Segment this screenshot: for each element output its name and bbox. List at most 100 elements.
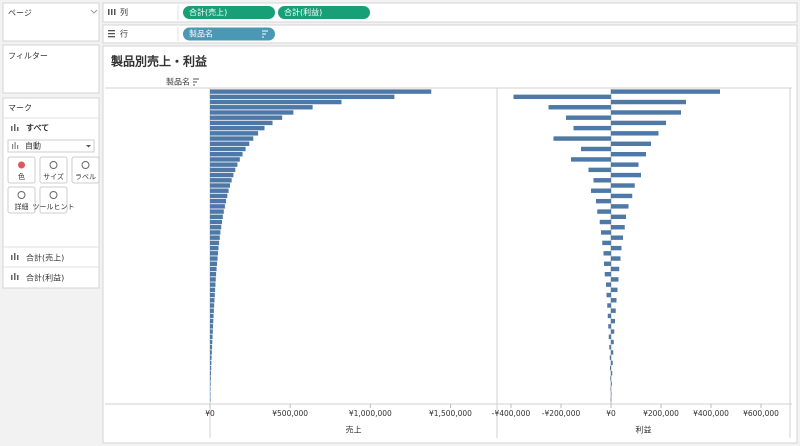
bar	[611, 256, 621, 261]
bar	[611, 371, 613, 376]
bar	[210, 391, 211, 397]
bar	[210, 277, 216, 282]
bar	[611, 308, 616, 313]
bar	[210, 371, 212, 376]
rows-label: 行	[120, 29, 128, 39]
bar	[610, 365, 611, 371]
bar	[611, 183, 635, 188]
bar	[611, 329, 615, 334]
mark-button-label: ラベル	[75, 173, 96, 181]
bar	[210, 339, 213, 345]
bar	[606, 292, 611, 298]
filters-title: フィルター	[8, 52, 48, 61]
bar	[210, 282, 216, 287]
bar	[599, 219, 611, 225]
bar	[553, 136, 611, 141]
bar	[611, 152, 646, 157]
bar	[210, 225, 222, 230]
bar	[611, 235, 623, 240]
bar	[210, 298, 215, 303]
bar	[609, 345, 611, 350]
bar	[602, 240, 611, 246]
x-axis-title: 売上	[346, 425, 362, 435]
bar	[210, 141, 250, 146]
bar	[210, 183, 231, 188]
columns-shelf	[102, 2, 798, 23]
mark-button[interactable]	[39, 156, 68, 184]
bar	[210, 172, 234, 178]
bar	[607, 303, 611, 308]
bar	[210, 381, 211, 386]
bar	[210, 99, 342, 105]
x-tick-label: ¥600,000	[743, 409, 779, 418]
bar	[210, 350, 212, 355]
bar	[596, 198, 611, 204]
bar	[210, 308, 214, 313]
bar	[611, 391, 612, 397]
bar	[581, 146, 611, 152]
mark-button[interactable]	[71, 156, 100, 184]
marks-title: マーク	[8, 104, 32, 113]
measure-pill[interactable]	[183, 6, 275, 19]
bar	[611, 339, 614, 345]
dropdown-arrow	[86, 145, 91, 148]
mark-button[interactable]	[7, 186, 36, 214]
bar-icon	[14, 253, 16, 260]
mark-button-icon	[17, 191, 26, 199]
bar	[210, 235, 220, 240]
bar	[611, 381, 612, 386]
bar	[210, 261, 218, 266]
bar	[210, 152, 243, 157]
bar	[611, 99, 686, 105]
bar-icon	[17, 275, 19, 280]
bar	[548, 105, 611, 110]
mark-field[interactable]: 合計(利益)	[26, 273, 64, 283]
bar	[210, 271, 217, 277]
bar-icon	[14, 273, 16, 280]
bar	[611, 110, 681, 115]
mark-button[interactable]	[39, 186, 68, 214]
bar	[606, 282, 611, 287]
bar	[210, 329, 213, 334]
bar	[210, 167, 236, 173]
bar	[210, 345, 213, 350]
pill-label: 合計(利益)	[284, 7, 322, 17]
mark-field[interactable]: 合計(売上)	[26, 253, 64, 263]
mark-type: 自動	[25, 141, 41, 151]
bar	[210, 120, 273, 126]
bar	[611, 204, 629, 209]
bar	[611, 131, 659, 136]
x-tick-label: -¥400,000	[492, 409, 531, 418]
bar	[210, 245, 219, 251]
rows-shelf	[102, 24, 798, 44]
x-tick-label: ¥500,000	[272, 409, 308, 418]
dimension-pill[interactable]	[183, 27, 275, 41]
bar	[611, 245, 622, 251]
bar	[611, 360, 613, 366]
marks-all[interactable]: すべて	[26, 124, 49, 133]
bar	[611, 193, 633, 199]
bar	[607, 313, 611, 319]
bar	[210, 125, 265, 131]
mark-button[interactable]	[7, 156, 36, 184]
bar	[210, 131, 259, 136]
bar	[611, 318, 615, 324]
bar	[604, 271, 611, 277]
measure-pill[interactable]	[278, 6, 370, 19]
sort-icon[interactable]	[193, 78, 199, 86]
bar	[611, 214, 626, 220]
x-tick-label: ¥0	[606, 409, 616, 418]
bar	[210, 386, 211, 392]
mark-type-dropdown[interactable]	[7, 139, 95, 153]
bar	[608, 334, 611, 339]
x-tick-label: ¥1,500,000	[429, 409, 472, 418]
bar	[210, 219, 223, 225]
bar	[604, 261, 611, 266]
x-tick-label: ¥200,000	[643, 409, 679, 418]
bar	[210, 365, 212, 371]
mark-button-label: サイズ	[43, 172, 64, 181]
pages-menu-icon[interactable]	[90, 9, 98, 14]
bar	[210, 240, 220, 246]
columns-label: 列	[120, 7, 128, 17]
plot: ¥0 ¥500,000 ¥1,000,000 ¥1,500,000 売上 -¥400,00…	[205, 89, 779, 435]
